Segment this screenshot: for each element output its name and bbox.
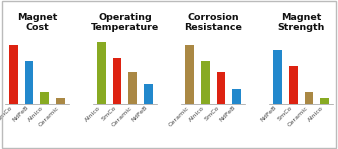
Bar — [9, 45, 18, 104]
Bar — [97, 42, 106, 104]
Bar — [320, 98, 329, 104]
Bar — [201, 61, 210, 104]
Bar — [56, 98, 65, 104]
Title: Corrosion
Resistance: Corrosion Resistance — [184, 13, 242, 32]
Bar — [305, 92, 313, 104]
Title: Magnet
Cost: Magnet Cost — [17, 13, 57, 32]
Bar — [113, 58, 121, 104]
Bar — [232, 89, 241, 104]
Bar — [25, 61, 33, 104]
Bar — [144, 84, 152, 104]
Bar — [128, 72, 137, 104]
Title: Magnet
Strength: Magnet Strength — [277, 13, 325, 32]
Bar — [217, 72, 225, 104]
Bar — [186, 45, 194, 104]
Bar — [273, 50, 282, 104]
Bar — [41, 92, 49, 104]
Title: Operating
Temperature: Operating Temperature — [91, 13, 159, 32]
Bar — [289, 66, 297, 104]
